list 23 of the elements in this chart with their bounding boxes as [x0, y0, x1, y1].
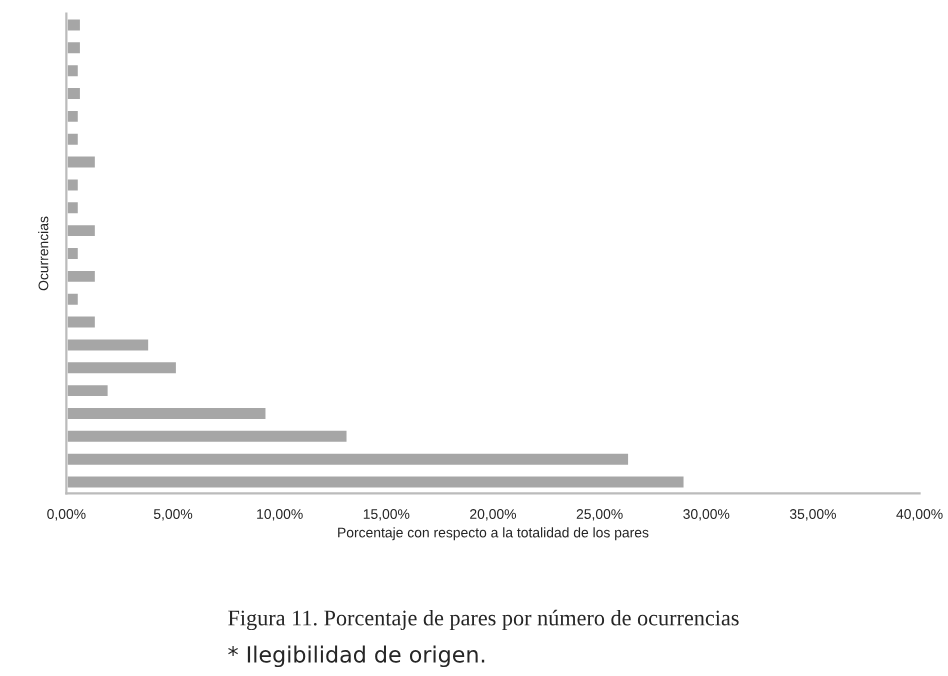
- bar: [66, 130, 81, 148]
- bar: [66, 290, 81, 308]
- bar: [66, 268, 98, 285]
- bar: [66, 153, 98, 171]
- bar: [66, 85, 83, 102]
- bar: [66, 313, 98, 331]
- bar: [66, 359, 179, 377]
- bar: [66, 428, 350, 445]
- bar: [66, 108, 81, 125]
- bar: [66, 245, 81, 262]
- bar: [66, 382, 111, 399]
- bar: [66, 222, 98, 239]
- bar: [66, 16, 83, 34]
- bar: [66, 473, 687, 491]
- bar: [66, 450, 631, 468]
- bar: [66, 199, 81, 217]
- text: * Ilegibilidad de origen.: [228, 645, 485, 668]
- text: Figura 11. Porcentaje de pares por número de ocurrencias: [228, 609, 739, 631]
- bar: [66, 39, 83, 57]
- bar: [66, 176, 81, 194]
- bar: [66, 62, 81, 79]
- bar: [66, 336, 151, 354]
- bar: [66, 405, 269, 422]
